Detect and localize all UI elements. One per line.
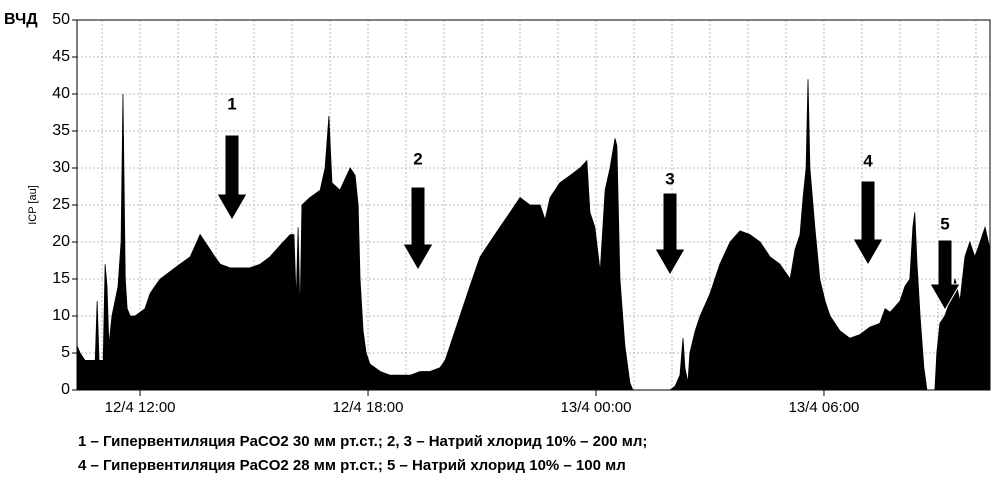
y-tick-label: 30 [52,159,70,176]
annotation-number: 2 [413,149,422,168]
corner-label: ВЧД [4,11,38,28]
x-tick-label: 12/4 18:00 [333,399,404,416]
y-axis-label: ICP [au] [27,185,39,225]
footnote: 4 – Гипервентиляция PaCO2 28 мм рт.ст.; … [78,457,626,474]
annotation-number: 5 [940,214,949,233]
x-tick-label: 13/4 06:00 [789,399,860,416]
footnote: 1 – Гипервентиляция PaCO2 30 мм рт.ст.; … [78,433,647,450]
icp-area [76,79,991,391]
y-tick-label: 0 [61,381,70,398]
annotation-arrow [929,239,961,312]
annotation-arrow [654,192,686,277]
y-tick-label: 25 [52,196,70,213]
y-tick-label: 20 [52,233,70,250]
y-tick-label: 35 [52,122,70,139]
annotation-arrow [216,134,248,222]
y-tick-label: 45 [52,48,70,65]
annotation-number: 4 [863,151,873,170]
y-tick-label: 40 [52,85,70,102]
y-tick-label: 5 [61,344,70,361]
annotation-number: 1 [227,94,236,113]
annotation-arrow [852,180,884,267]
y-tick-label: 15 [52,270,70,287]
plot-frame [76,19,991,391]
y-tick-label: 10 [52,307,70,324]
annotation-arrow [402,186,434,272]
x-tick-label: 13/4 00:00 [561,399,632,416]
x-tick-label: 12/4 12:00 [105,399,176,416]
annotation-number: 3 [665,169,674,188]
y-tick-label: 50 [52,11,70,28]
